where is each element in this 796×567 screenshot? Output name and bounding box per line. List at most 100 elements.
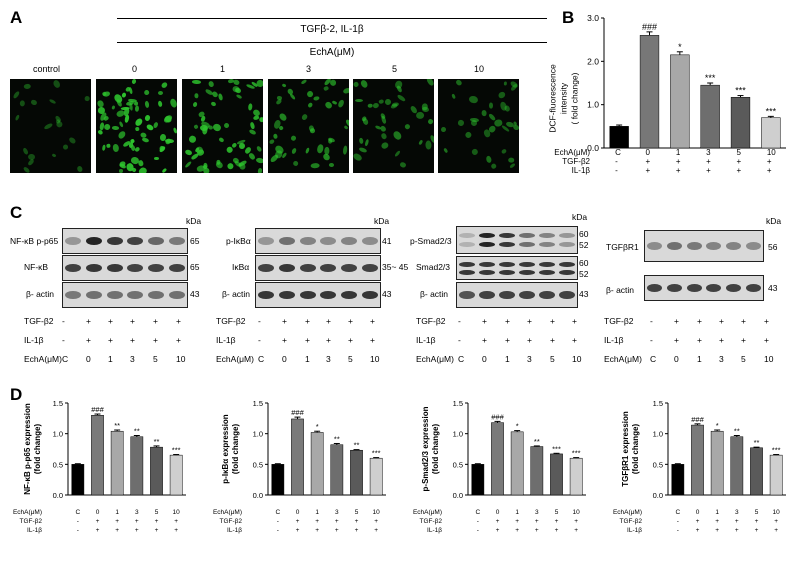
blot-strip: [255, 228, 381, 254]
condition-value: 10: [766, 148, 776, 157]
condition-value: +: [374, 518, 378, 525]
kda-value: 43: [190, 289, 200, 299]
condition-value: +: [715, 518, 719, 525]
blot-band: [559, 242, 575, 248]
bar: [471, 464, 485, 496]
significance-marker: ***: [372, 449, 381, 458]
condition-value: 5: [355, 509, 359, 516]
blot-band: [86, 291, 102, 300]
condition-value: 1: [675, 148, 681, 157]
condition-value: -: [258, 316, 261, 326]
dose-label: 0: [132, 64, 138, 74]
blot-band: [499, 232, 515, 238]
y-axis-label: p-IκBα expression (fold change): [221, 414, 240, 484]
kda-value: 43: [768, 283, 778, 293]
blot-band: [686, 241, 702, 250]
condition-value: -: [77, 527, 79, 534]
row-label: EchA(μM): [554, 148, 590, 157]
condition-value: +: [86, 316, 91, 326]
condition-value: +: [675, 166, 681, 175]
blot-band: [459, 261, 475, 267]
blot-band: [479, 269, 495, 275]
control-label: control: [33, 64, 61, 74]
bar-chart: 0.01.02.03.0###**********: [587, 13, 786, 153]
blot-band: [539, 261, 555, 267]
condition-value: +: [174, 518, 178, 525]
condition-value: C: [458, 354, 465, 364]
blot-band: [539, 269, 555, 275]
blot-row-label: TGFβR1: [606, 242, 639, 252]
kda-label: kDa: [766, 216, 782, 226]
blot-row-label: NF-κB p-p65: [10, 236, 59, 246]
blot-band: [726, 284, 741, 293]
condition-value: +: [555, 527, 559, 534]
condition-value: C: [650, 354, 657, 364]
condition-value: +: [108, 316, 113, 326]
kda-label: kDa: [374, 216, 390, 226]
condition-value: +: [515, 518, 519, 525]
blot-strip: [644, 275, 764, 301]
condition-value: 0: [96, 509, 100, 516]
dose-label: 5: [392, 64, 398, 74]
bar: [671, 464, 685, 496]
blot-band: [258, 291, 275, 300]
bar: [169, 454, 183, 496]
y-tick-label: 1.0: [587, 100, 599, 110]
condition-value: 3: [706, 148, 711, 157]
blot-band: [168, 237, 185, 246]
condition-value: 10: [176, 354, 186, 364]
bar: [609, 126, 629, 149]
condition-value: +: [176, 316, 181, 326]
condition-value: -: [615, 157, 618, 166]
significance-marker: ***: [735, 86, 746, 96]
bar: [700, 84, 720, 149]
bar-chart: 0.00.51.01.5###********: [653, 399, 786, 500]
blot-band: [320, 237, 337, 246]
significance-marker: ###: [91, 405, 104, 414]
significance-marker: ###: [691, 415, 704, 424]
y-tick-label: 0.0: [253, 491, 263, 500]
micrograph-dose-10: [438, 79, 519, 173]
y-axis-label-line: TGFβR1 expression: [621, 411, 630, 487]
blot-band: [320, 291, 337, 300]
condition-value: 1: [715, 509, 719, 516]
y-axis-label-line: p-IκBα expression: [221, 414, 230, 484]
significance-marker: ***: [766, 106, 777, 116]
panel-c-letter: C: [10, 203, 23, 222]
bar: [761, 117, 781, 149]
kda-value: 65: [190, 262, 200, 272]
significance-marker: **: [734, 427, 740, 436]
blot-band: [539, 242, 555, 248]
condition-value: +: [496, 518, 500, 525]
blot-band: [647, 284, 663, 293]
panel-d-charts: 0.00.51.01.5###*********NF-κB p-p65 expr…: [13, 399, 786, 534]
condition-value: +: [130, 316, 135, 326]
kda-value: 52: [579, 269, 589, 279]
treatment-header: TGFβ-2, IL-1β: [300, 24, 364, 35]
condition-value: +: [645, 166, 651, 175]
condition-value: C: [615, 148, 621, 157]
kda-label: kDa: [186, 216, 202, 226]
y-axis-label: NF-κB p-p65 expression (fold change): [23, 403, 42, 495]
kda-value: 43: [579, 289, 589, 299]
condition-label: EchA(μM): [216, 354, 254, 364]
blot-strip: [62, 228, 188, 254]
y-tick-label: 1.5: [653, 399, 663, 408]
bar: [670, 54, 690, 149]
y-tick-label: 0.5: [53, 460, 63, 469]
blot-band: [258, 264, 275, 273]
condition-value: 1: [115, 509, 119, 516]
condition-value: -: [258, 335, 261, 345]
condition-value: +: [736, 166, 742, 175]
condition-value: 3: [735, 509, 739, 516]
condition-value: +: [764, 316, 769, 326]
kda-value: 35~ 45: [382, 262, 409, 272]
condition-value: -: [650, 335, 653, 345]
y-tick-label: 1.5: [253, 399, 263, 408]
kda-value: 60: [579, 229, 589, 239]
significance-marker: ###: [642, 22, 657, 32]
condition-value: 5: [755, 509, 759, 516]
dose-label: 3: [306, 64, 312, 74]
condition-value: +: [741, 335, 746, 345]
row-label: IL-1β: [571, 166, 590, 175]
